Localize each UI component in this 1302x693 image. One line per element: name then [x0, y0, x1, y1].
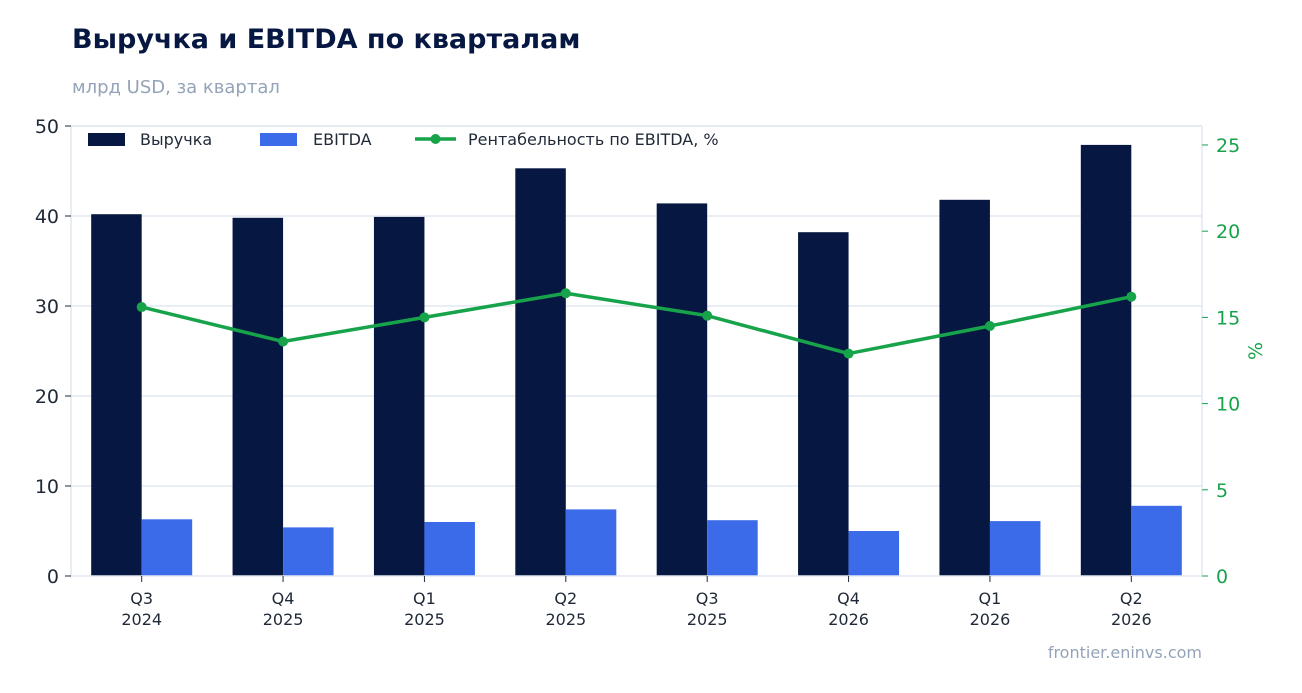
legend-swatch-revenue — [88, 133, 125, 146]
right-tick-label: 25 — [1216, 135, 1240, 157]
x-tick-year: 2026 — [1111, 610, 1152, 629]
ebitda-bar — [141, 519, 193, 576]
x-tick-year: 2026 — [828, 610, 869, 629]
margin-line — [141, 291, 1132, 356]
revenue-bar — [232, 217, 284, 577]
legend-label-ebitda: EBITDA — [313, 130, 372, 149]
left-tick-label: 20 — [35, 386, 59, 408]
revenue-bar — [939, 199, 990, 577]
ebitda-bar — [848, 531, 900, 576]
chart-title: Выручка и EBITDA по кварталам — [72, 24, 581, 55]
right-tick-label: 15 — [1216, 307, 1240, 329]
ebitda-bar — [1131, 505, 1182, 576]
x-tick-quarter: Q2 — [1120, 589, 1143, 608]
x-tick-quarter: Q1 — [979, 589, 1002, 608]
x-tick-quarter: Q4 — [272, 589, 295, 608]
revenue-bar — [656, 203, 708, 576]
x-tick-year: 2026 — [970, 610, 1011, 629]
source-note: frontier.eninvs.com — [1047, 643, 1202, 662]
ebitda-bar — [424, 522, 475, 576]
revenue-bar — [91, 214, 142, 576]
x-tick-year: 2025 — [687, 610, 728, 629]
x-tick-quarter: Q2 — [554, 589, 577, 608]
margin-point — [419, 312, 430, 323]
margin-point — [278, 336, 289, 347]
x-tick-quarter: Q3 — [696, 589, 719, 608]
chart-subtitle: млрд USD, за квартал — [72, 77, 280, 98]
right-tick-label: 5 — [1216, 480, 1228, 502]
revenue-bar — [515, 168, 566, 577]
x-tick-quarter: Q3 — [130, 589, 153, 608]
left-tick-label: 10 — [35, 476, 59, 498]
ebitda-bar — [565, 509, 617, 576]
right-tick-label: 0 — [1216, 566, 1228, 588]
revenue-bar — [798, 232, 849, 576]
margin-point — [843, 348, 854, 359]
margin-point — [1126, 291, 1137, 302]
ebitda-bar — [707, 520, 758, 576]
legend-swatch-margin-point — [430, 134, 441, 144]
right-axis-label: % — [1245, 342, 1267, 360]
ebitda-bar — [989, 521, 1041, 576]
x-tick-quarter: Q4 — [837, 589, 860, 608]
x-tick-year: 2024 — [121, 610, 162, 629]
ebitda-bar — [283, 527, 334, 576]
x-tick-year: 2025 — [545, 610, 586, 629]
left-tick-label: 0 — [47, 566, 59, 588]
x-tick-year: 2025 — [263, 610, 304, 629]
x-tick-quarter: Q1 — [413, 589, 436, 608]
margin-point — [136, 302, 147, 313]
legend-label-margin: Рентабельность по EBITDA, % — [468, 130, 719, 149]
right-tick-label: 10 — [1216, 394, 1240, 416]
left-tick-label: 50 — [35, 116, 59, 138]
bars — [91, 144, 1182, 577]
margin-line-series — [136, 288, 1137, 359]
legend-label-revenue: Выручка — [140, 130, 212, 149]
revenue-bar — [1080, 144, 1132, 576]
margin-point — [984, 321, 995, 331]
legend: Выручка EBITDA Рентабельность по EBITDA, % — [88, 130, 719, 149]
legend-swatch-ebitda — [260, 133, 297, 146]
margin-point — [702, 310, 713, 321]
left-tick-label: 30 — [35, 296, 59, 318]
axes: 010203040500510152025%Q32024Q42025Q12025… — [35, 116, 1267, 629]
x-tick-year: 2025 — [404, 610, 445, 629]
revenue-bar — [373, 216, 425, 576]
margin-point — [560, 288, 571, 299]
left-tick-label: 40 — [35, 206, 59, 228]
right-tick-label: 20 — [1216, 221, 1240, 243]
